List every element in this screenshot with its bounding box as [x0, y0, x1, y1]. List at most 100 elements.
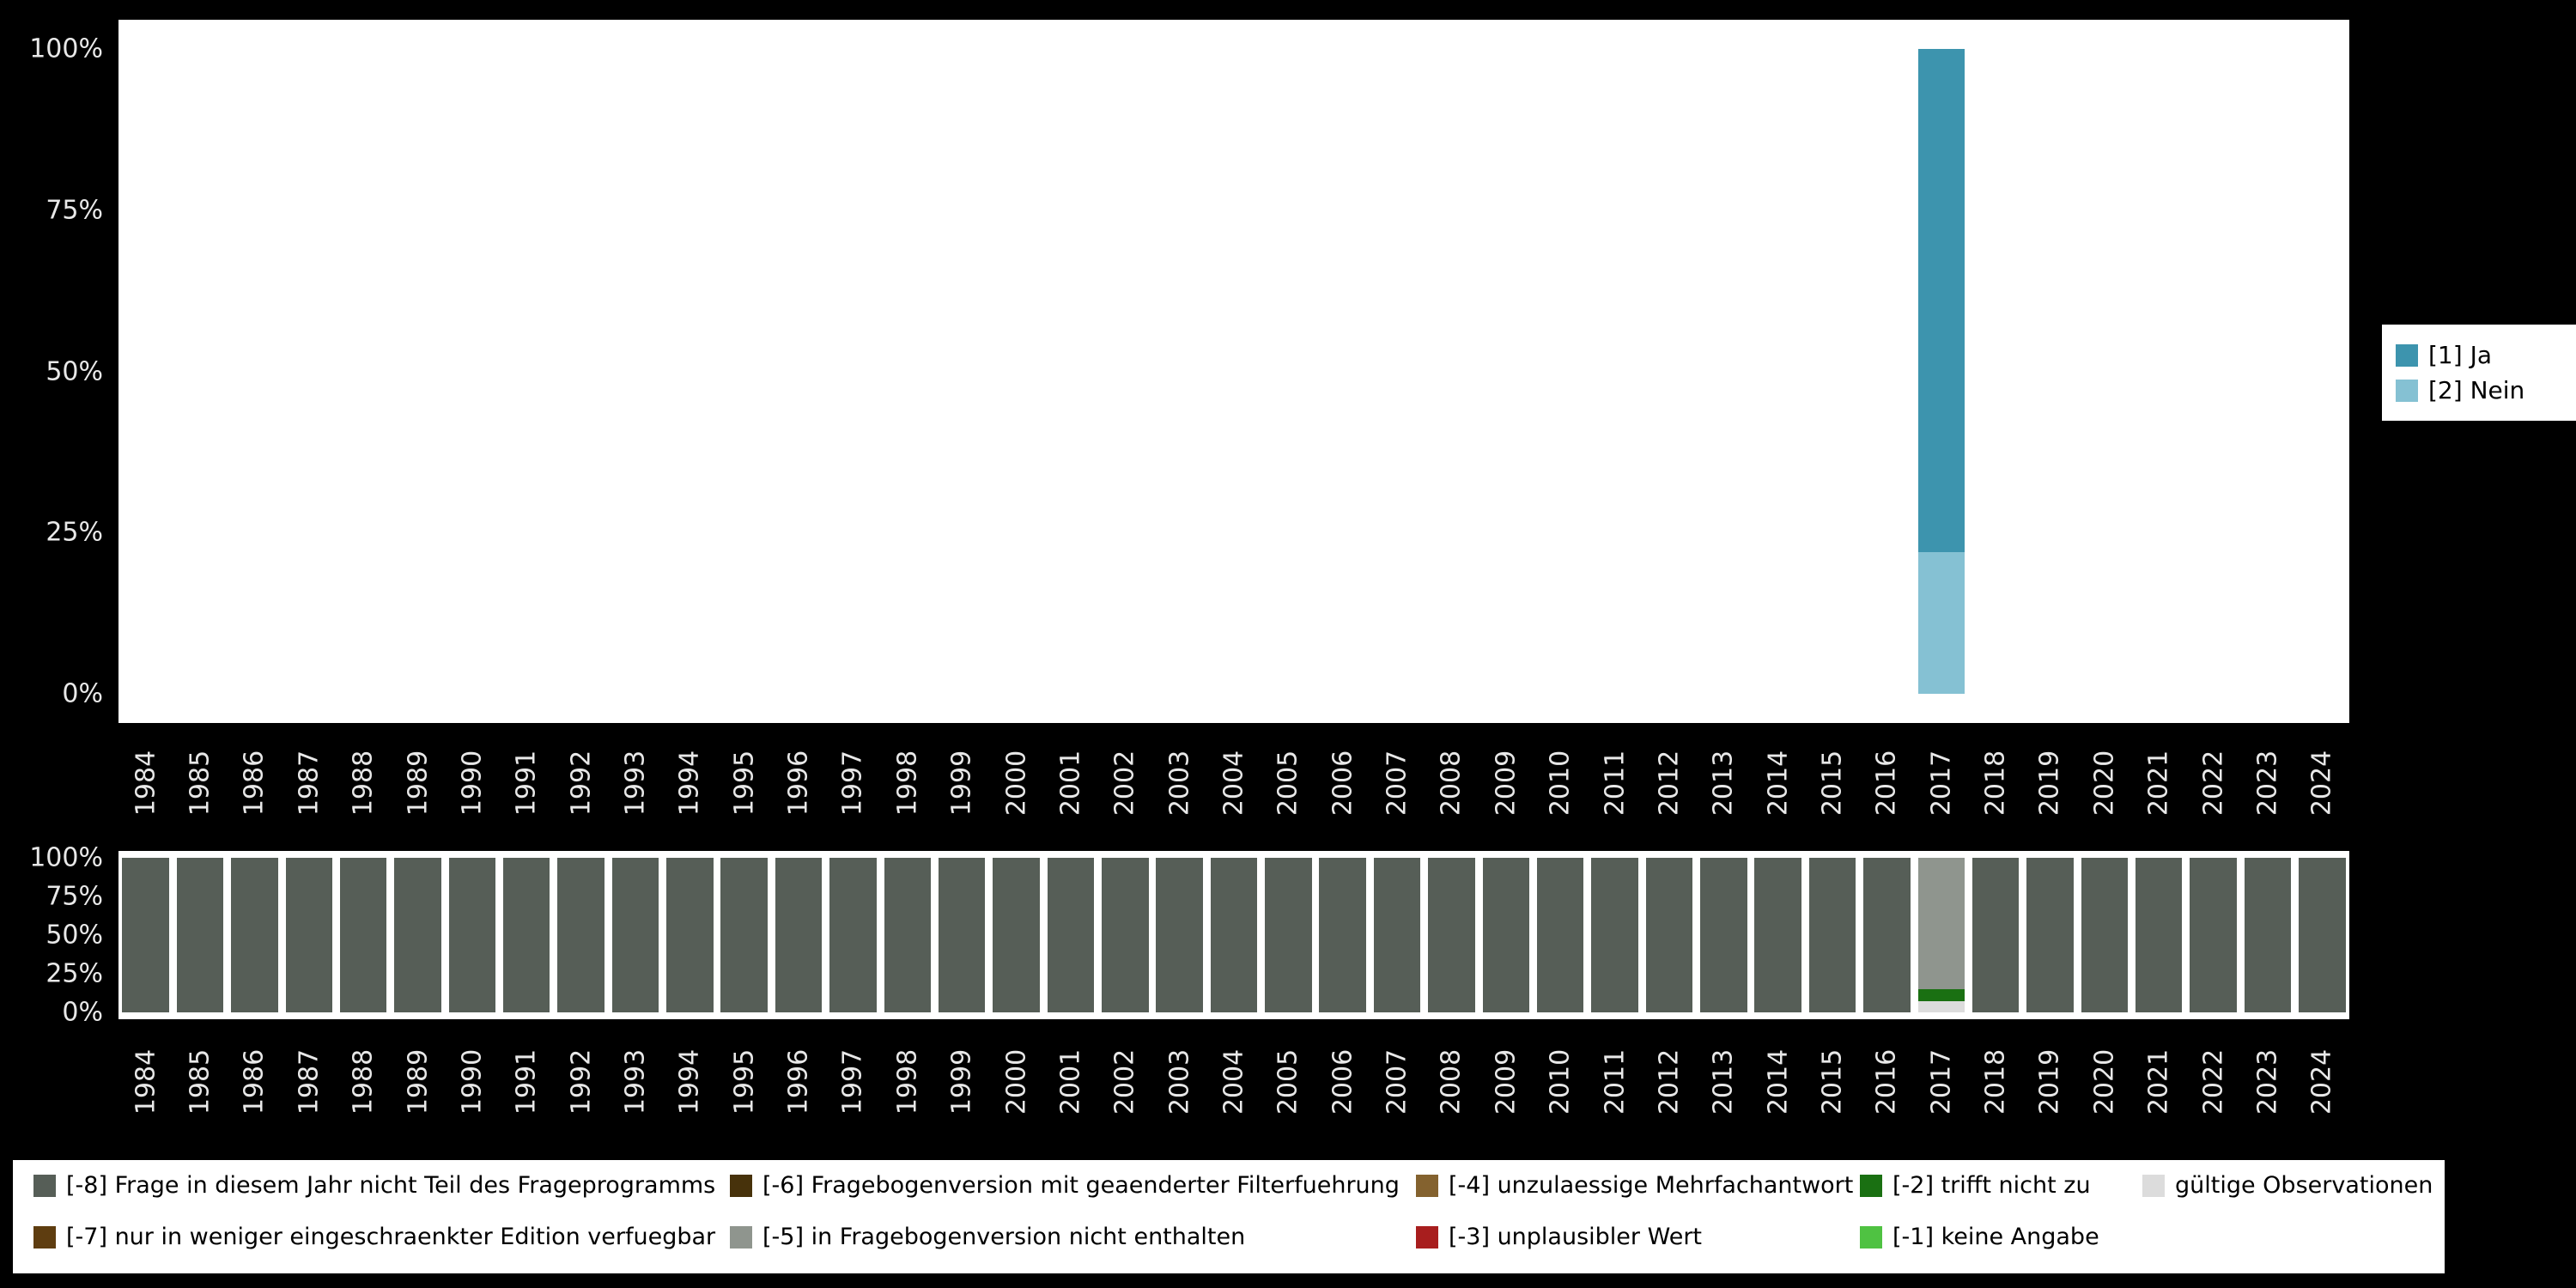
- x-tick-label: 2018: [1980, 1048, 2011, 1115]
- bar-segment: [1808, 858, 1856, 1012]
- x-tick-label: 2011: [1600, 1048, 1631, 1115]
- x-tick-label: 1991: [511, 750, 542, 817]
- bar-segment: [2135, 858, 2183, 1012]
- x-tick-label: 2012: [1654, 1048, 1685, 1115]
- bar-segment: [1156, 858, 1203, 1012]
- bar-segment: [720, 858, 768, 1012]
- legend-swatch: [33, 1225, 56, 1249]
- y-tick-label: 25%: [46, 958, 103, 989]
- legend-swatch: [1860, 1225, 1882, 1249]
- x-tick-label: 2023: [2252, 750, 2283, 817]
- x-tick-label: 2015: [1817, 750, 1848, 817]
- legend-label: [-7] nur in weniger eingeschraenkter Edi…: [66, 1224, 716, 1250]
- y-tick-label: 50%: [46, 920, 103, 951]
- x-tick-label: 2019: [2034, 750, 2065, 817]
- x-tick-label: 1990: [457, 750, 488, 817]
- bar-segment: [2244, 858, 2292, 1012]
- x-tick-label: 1984: [131, 750, 161, 817]
- x-tick-label: 1987: [294, 1048, 325, 1115]
- x-tick-label: 2000: [1001, 1048, 1032, 1115]
- legend-swatch: [730, 1225, 752, 1249]
- x-tick-label: 2010: [1545, 1048, 1576, 1115]
- bar-segment: [1265, 858, 1312, 1012]
- x-tick-label: 2017: [1926, 750, 1957, 817]
- legend-item: [-2] trifft nicht zu: [1860, 1172, 2091, 1199]
- legend-swatch: [730, 1174, 752, 1197]
- x-tick-label: 2005: [1273, 750, 1303, 817]
- bar-segment: [1210, 858, 1258, 1012]
- legend-item: [-8] Frage in diesem Jahr nicht Teil des…: [33, 1172, 715, 1199]
- x-tick-label: 1988: [348, 1048, 379, 1115]
- bar-segment: [2026, 858, 2074, 1012]
- x-tick-label: 2009: [1491, 750, 1522, 817]
- bar-segment: [1700, 858, 1747, 1012]
- bar-segment: [775, 858, 823, 1012]
- x-tick-label: 1996: [783, 1048, 814, 1115]
- x-tick-label: 2023: [2252, 1048, 2283, 1115]
- missing-values-chart-y-axis: 100% 75% 50% 25% 0%: [0, 843, 112, 1028]
- legend-swatch: [2396, 379, 2418, 402]
- y-tick-label: 75%: [46, 195, 103, 226]
- x-tick-label: 2006: [1327, 750, 1358, 817]
- x-tick-label: 1997: [837, 750, 868, 817]
- y-tick-label: 100%: [29, 842, 103, 873]
- bar-segment: [1536, 858, 1584, 1012]
- bar-segment: [2081, 858, 2129, 1012]
- x-tick-label: 2020: [2089, 1048, 2120, 1115]
- x-tick-label: 2020: [2089, 750, 2120, 817]
- x-tick-label: 2004: [1218, 750, 1249, 817]
- x-tick-label: 1994: [674, 1048, 705, 1115]
- bar-segment: [829, 858, 877, 1012]
- x-tick-label: 1985: [185, 1048, 216, 1115]
- x-tick-label: 1986: [239, 750, 270, 817]
- bar-segment: [1102, 858, 1149, 1012]
- bar-segment: [1645, 858, 1693, 1012]
- legend-label: [-1] keine Angabe: [1893, 1224, 2099, 1250]
- bar-segment: [557, 858, 605, 1012]
- legend-swatch: [2396, 343, 2418, 367]
- bar-segment: [339, 858, 387, 1012]
- x-tick-label: 1999: [946, 750, 977, 817]
- x-tick-label: 1999: [946, 1048, 977, 1115]
- x-tick-label: 1993: [620, 750, 651, 817]
- x-tick-label: 2001: [1055, 1048, 1086, 1115]
- x-tick-label: 2004: [1218, 1048, 1249, 1115]
- distribution-chart-y-axis: 100% 75% 50% 25% 0%: [0, 20, 112, 723]
- legend-item: [-1] keine Angabe: [1860, 1224, 2099, 1250]
- bar-segment: [1591, 858, 1638, 1012]
- missing-codes-legend: [-8] Frage in diesem Jahr nicht Teil des…: [13, 1160, 2445, 1273]
- bar-segment: [1917, 858, 1965, 989]
- x-tick-label: 2024: [2306, 750, 2337, 817]
- bar-segment: [1917, 49, 1965, 552]
- bar-segment: [448, 858, 496, 1012]
- legend-label: gültige Observationen: [2175, 1172, 2433, 1199]
- bar-segment: [611, 858, 659, 1012]
- x-tick-label: 1985: [185, 750, 216, 817]
- x-tick-label: 1992: [566, 750, 597, 817]
- x-tick-label: 2013: [1708, 1048, 1739, 1115]
- x-tick-label: 2000: [1001, 750, 1032, 817]
- bar-segment: [122, 858, 169, 1012]
- legend-swatch: [2142, 1174, 2165, 1197]
- x-tick-label: 1997: [837, 1048, 868, 1115]
- x-tick-label: 2013: [1708, 750, 1739, 817]
- x-tick-label: 2002: [1109, 1048, 1140, 1115]
- legend-item: [-4] unzulaessige Mehrfachantwort: [1416, 1172, 1853, 1199]
- distribution-chart-plot-area: [118, 20, 2349, 723]
- x-tick-label: 1992: [566, 1048, 597, 1115]
- distribution-chart-legend: [1] Ja [2] Nein: [2382, 325, 2576, 421]
- x-tick-label: 2008: [1436, 1048, 1467, 1115]
- bar-segment: [2299, 858, 2346, 1012]
- x-tick-label: 2009: [1491, 1048, 1522, 1115]
- x-tick-label: 1989: [403, 1048, 433, 1115]
- legend-label: [-4] unzulaessige Mehrfachantwort: [1449, 1172, 1854, 1199]
- x-tick-label: 2007: [1382, 750, 1413, 817]
- x-tick-label: 2002: [1109, 750, 1140, 817]
- bar-segment: [394, 858, 441, 1012]
- x-tick-label: 1984: [131, 1048, 161, 1115]
- x-tick-label: 1995: [729, 1048, 760, 1115]
- bar-segment: [1917, 989, 1965, 1002]
- x-tick-label: 1998: [892, 1048, 923, 1115]
- legend-swatch: [1860, 1174, 1882, 1197]
- x-tick-label: 2003: [1164, 1048, 1195, 1115]
